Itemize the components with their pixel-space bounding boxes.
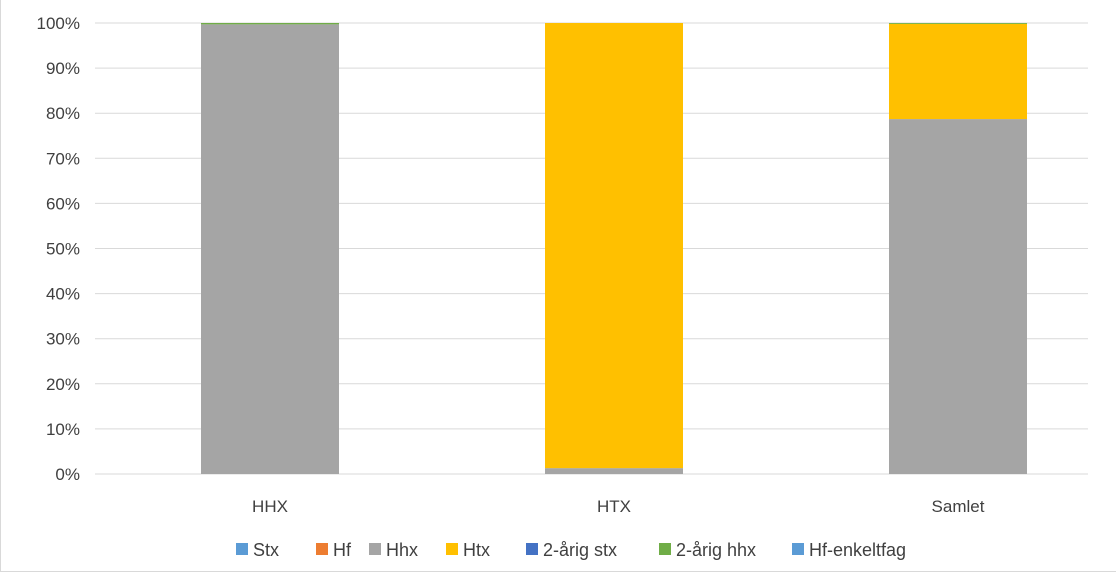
y-tick-label: 80%: [46, 104, 80, 123]
legend-label: 2-årig stx: [543, 540, 617, 560]
y-tick-label: 0%: [55, 465, 80, 484]
y-axis-tick-labels: 0% 10% 20% 30% 40% 50% 60% 70% 80% 90% 100%: [37, 14, 80, 484]
x-category-label: Samlet: [932, 497, 985, 516]
legend-swatch: [316, 543, 328, 555]
y-tick-label: 70%: [46, 149, 80, 168]
legend-swatch: [792, 543, 804, 555]
bar-segment-hhx-htx: [545, 468, 683, 474]
bar-segment-hhx-samlet: [889, 119, 1027, 475]
legend-swatch: [526, 543, 538, 555]
legend: Stx Hf Hhx Htx 2-årig stx 2-årig hhx Hf-enkelt…: [236, 540, 906, 560]
bars: [201, 23, 1027, 475]
legend-label: Hhx: [386, 540, 418, 560]
y-tick-label: 90%: [46, 59, 80, 78]
bar-segment-hhx-hhx: [201, 24, 339, 475]
legend-swatch: [659, 543, 671, 555]
y-tick-label: 40%: [46, 285, 80, 304]
legend-label: 2-årig hhx: [676, 540, 756, 560]
legend-swatch: [369, 543, 381, 555]
bar-segment-htx-samlet: [889, 23, 1027, 120]
bar-segment-2-rig-hhx-hhx: [201, 23, 339, 25]
y-tick-label: 10%: [46, 420, 80, 439]
x-category-label: HHX: [252, 497, 288, 516]
legend-label: Hf: [333, 540, 352, 560]
y-tick-label: 100%: [37, 14, 80, 33]
bar-segment-htx-htx: [545, 23, 683, 469]
bar-segment-2-rig-hhx-samlet: [889, 23, 1027, 24]
legend-swatch: [236, 543, 248, 555]
x-category-label: HTX: [597, 497, 631, 516]
y-tick-label: 30%: [46, 330, 80, 349]
legend-label: Htx: [463, 540, 490, 560]
legend-label: Stx: [253, 540, 279, 560]
y-tick-label: 60%: [46, 194, 80, 213]
legend-label: Hf-enkeltfag: [809, 540, 906, 560]
x-axis-category-labels: HHX HTX Samlet: [252, 497, 985, 516]
y-tick-label: 50%: [46, 240, 80, 259]
legend-swatch: [446, 543, 458, 555]
y-tick-label: 20%: [46, 375, 80, 394]
